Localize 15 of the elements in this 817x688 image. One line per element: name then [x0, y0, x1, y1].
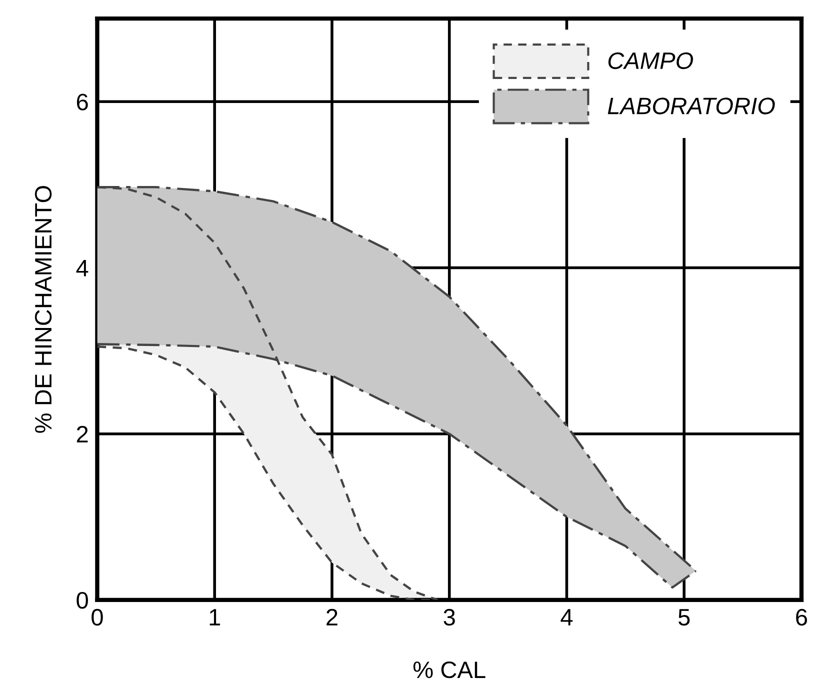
x-tick-label: 3: [444, 608, 455, 626]
x-tick-label: 4: [560, 609, 573, 626]
y-tick-label: 0: [76, 592, 88, 609]
x-axis-title: % CAL: [413, 661, 486, 678]
x-tick-label: 1: [210, 609, 220, 626]
y-axis-title: % DE HINCHAMIENTO: [34, 186, 52, 433]
y-tick-label: 2: [76, 426, 88, 442]
legend-label: CAMPO: [608, 52, 694, 70]
x-tick-label: 6: [796, 608, 808, 626]
legend-label: LABORATORIO: [608, 98, 775, 114]
y-tick-label: 6: [76, 94, 88, 110]
y-tick-label: 4: [76, 260, 88, 276]
x-tick-label: 5: [678, 609, 690, 626]
x-tick-label: 2: [326, 608, 338, 626]
x-tick-label: 0: [92, 608, 103, 626]
